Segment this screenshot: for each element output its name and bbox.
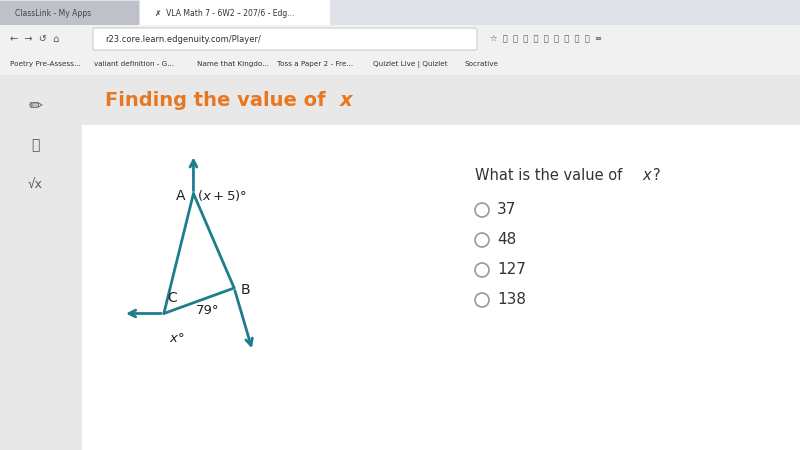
Bar: [0, 75, 82, 450]
Text: ←  →  ↺  ⌂: ← → ↺ ⌂: [10, 34, 59, 44]
Text: Toss a Paper 2 - Fre...: Toss a Paper 2 - Fre...: [277, 61, 354, 67]
Text: ☆  ⬛  ⬛  ⬛  ⬛  ⬛  ⬛  ⬛  ⬛  ⬛  ≡: ☆ ⬛ ⬛ ⬛ ⬛ ⬛ ⬛ ⬛ ⬛ ⬛ ≡: [490, 35, 602, 44]
Bar: [0, 0, 800, 25]
Bar: [82, 75, 800, 450]
Text: ClassLink - My Apps: ClassLink - My Apps: [15, 9, 91, 18]
Text: r23.core.learn.edgenuity.com/Player/: r23.core.learn.edgenuity.com/Player/: [105, 35, 261, 44]
Text: $x$°: $x$°: [169, 332, 185, 345]
Text: x: x: [642, 168, 650, 183]
Text: $(x + 5)$°: $(x + 5)$°: [198, 188, 248, 203]
Text: 138: 138: [497, 292, 526, 307]
Text: Name that Kingdo...: Name that Kingdo...: [197, 61, 269, 67]
Text: 79°: 79°: [196, 304, 220, 317]
Text: C: C: [167, 292, 177, 306]
Text: ✏: ✏: [28, 96, 42, 114]
Text: What is the value of: What is the value of: [475, 168, 627, 183]
Bar: [0, 25, 800, 53]
Text: B: B: [240, 283, 250, 297]
Text: ?: ?: [653, 168, 661, 183]
Bar: [0, 53, 800, 75]
Text: ✗  VLA Math 7 - 6W2 – 207/6 - Edg...: ✗ VLA Math 7 - 6W2 – 207/6 - Edg...: [155, 9, 294, 18]
Text: Socrative: Socrative: [464, 61, 498, 67]
Text: A: A: [176, 189, 186, 202]
Text: 37: 37: [497, 202, 516, 217]
Text: 🎧: 🎧: [31, 138, 39, 152]
FancyBboxPatch shape: [93, 28, 477, 50]
Text: 127: 127: [497, 262, 526, 278]
Text: Quizlet Live | Quizlet: Quizlet Live | Quizlet: [373, 60, 447, 68]
Text: valiant definition - G...: valiant definition - G...: [94, 61, 174, 67]
Text: 48: 48: [497, 233, 516, 248]
FancyBboxPatch shape: [0, 1, 139, 25]
Bar: [82, 75, 800, 125]
Text: √x: √x: [27, 179, 42, 192]
Text: Poetry Pre-Assess...: Poetry Pre-Assess...: [10, 61, 81, 67]
Text: Finding the value of: Finding the value of: [105, 91, 332, 111]
Text: x: x: [340, 91, 353, 111]
FancyBboxPatch shape: [140, 0, 330, 25]
